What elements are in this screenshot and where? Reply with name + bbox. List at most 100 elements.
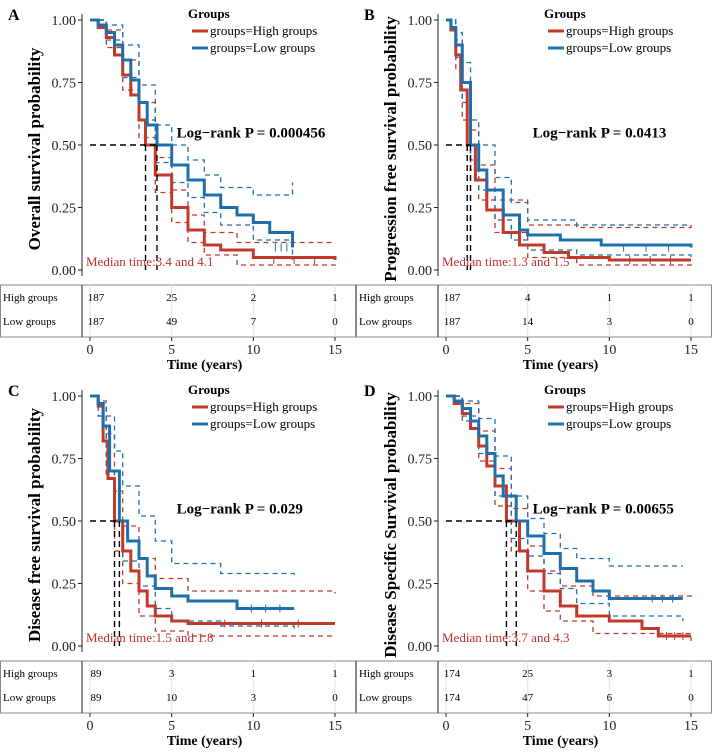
legend-label-low: groups=Low groups [566,40,671,55]
x-tick-label: 15 [684,719,698,734]
risk-table-border [0,660,356,714]
risk-count: 25 [166,292,178,304]
legend-label-high: groups=High groups [566,23,673,38]
risk-count: 49 [166,316,178,328]
legend-label-high: groups=High groups [210,23,317,38]
risk-count: 89 [91,668,103,680]
x-tick-label: 5 [168,343,175,358]
risk-row-label: Low groups [359,692,412,704]
x-tick-label: 10 [246,719,260,734]
y-tick-label: 1.00 [408,390,433,405]
x-axis-label: Time (years) [523,734,599,749]
risk-count: 3 [251,692,257,704]
ci-upper-low [90,19,294,196]
legend-label-high: groups=High groups [566,399,673,414]
y-tick-label: 0.00 [408,264,433,279]
survival-curve-low [446,18,693,248]
risk-count: 0 [332,692,338,704]
risk-count: 1 [332,668,338,680]
x-tick-label: 0 [443,343,450,358]
ci-upper-high [90,19,335,244]
risk-row-label: Low groups [3,692,56,704]
km-chart-svg: D Disease Specific Survival probability 0.… [356,382,712,749]
survival-curve-low [90,394,295,610]
ci-lower-high [90,395,335,637]
x-tick-label: 5 [168,719,175,734]
ci-upper-low [446,395,683,567]
risk-row-label: High groups [3,668,58,680]
x-axis-label: Time (years) [167,734,243,749]
survival-curve-low [446,394,683,600]
risk-count: 3 [169,668,175,680]
y-tick-label: 0.75 [52,453,77,468]
survival-curve-high [90,394,335,625]
risk-count: 187 [88,292,105,304]
median-time-text: Median time:1.3 and 1.5 [442,254,569,269]
km-panel-a: A Overall survival probability 0.00 0.25 0.5… [0,0,356,376]
km-chart-svg: C Disease free survival probability 0.00 0.… [0,382,356,749]
risk-count: 1 [607,292,613,304]
pvalue-annotation: Log−rank P = 0.029 [177,502,303,518]
panel-letter: C [8,383,20,400]
risk-count: 10 [166,692,178,704]
y-tick-label: 0.75 [408,453,433,468]
ci-upper-low [446,19,691,226]
ci-upper-low [90,395,295,576]
y-tick-label: 0.00 [52,640,77,655]
y-tick-label: 0.25 [52,202,77,217]
ci-lower-low [90,395,295,629]
risk-count: 1 [251,668,257,680]
risk-count: 174 [444,668,461,680]
risk-count: 3 [607,668,613,680]
km-chart-svg: B Progression free survival probability 0.… [356,6,712,373]
risk-count: 0 [688,316,694,328]
x-axis-label: Time (years) [523,358,599,373]
pvalue-annotation: Log−rank P = 0.00655 [533,502,674,518]
risk-count: 187 [444,292,461,304]
risk-row-label: High groups [359,668,414,680]
risk-row-label: High groups [359,292,414,304]
risk-count: 174 [444,692,461,704]
x-tick-label: 0 [87,719,94,734]
risk-row-label: Low groups [3,316,56,328]
survival-curve-high [446,18,691,262]
median-time-text: Median time:3.4 and 4.1 [86,254,213,269]
legend-title: Groups [544,382,586,397]
pvalue-annotation: Log−rank P = 0.000456 [177,126,326,142]
km-panel-b: B Progression free survival probability 0.… [356,0,712,376]
legend-title: Groups [188,6,230,21]
risk-count: 187 [88,316,105,328]
y-tick-label: 0.25 [408,578,433,593]
ci-lower-high [446,19,692,268]
legend-label-low: groups=Low groups [210,416,315,431]
x-tick-label: 15 [328,719,342,734]
legend-label-low: groups=Low groups [566,416,671,431]
km-chart-svg: A Overall survival probability 0.00 0.25 0.5… [0,6,356,373]
risk-count: 14 [522,316,534,328]
ci-upper-high [446,19,692,229]
panel-letter: A [8,7,20,24]
y-tick-label: 0.75 [52,77,77,92]
legend-label-low: groups=Low groups [210,40,315,55]
median-time-text: Median time:1.5 and 1.8 [86,630,213,645]
risk-table-border [0,284,356,338]
risk-row-label: High groups [3,292,58,304]
x-tick-label: 10 [246,343,260,358]
risk-count: 1 [688,292,694,304]
x-tick-label: 0 [87,343,94,358]
risk-count: 47 [522,692,534,704]
x-tick-label: 15 [684,343,698,358]
risk-count: 0 [332,316,338,328]
median-time-text: Median time:3.7 and 4.3 [442,630,569,645]
y-axis-label: Disease Specific Survival probability [381,392,400,658]
y-tick-label: 0.00 [52,264,77,279]
x-tick-label: 0 [443,719,450,734]
panel-letter: B [364,7,375,24]
risk-count: 1 [332,292,338,304]
legend-title: Groups [544,6,586,21]
risk-count: 0 [688,692,694,704]
ci-lower-high [90,19,336,268]
risk-count: 3 [607,316,613,328]
y-tick-label: 1.00 [408,14,433,29]
risk-count: 1 [688,668,694,680]
